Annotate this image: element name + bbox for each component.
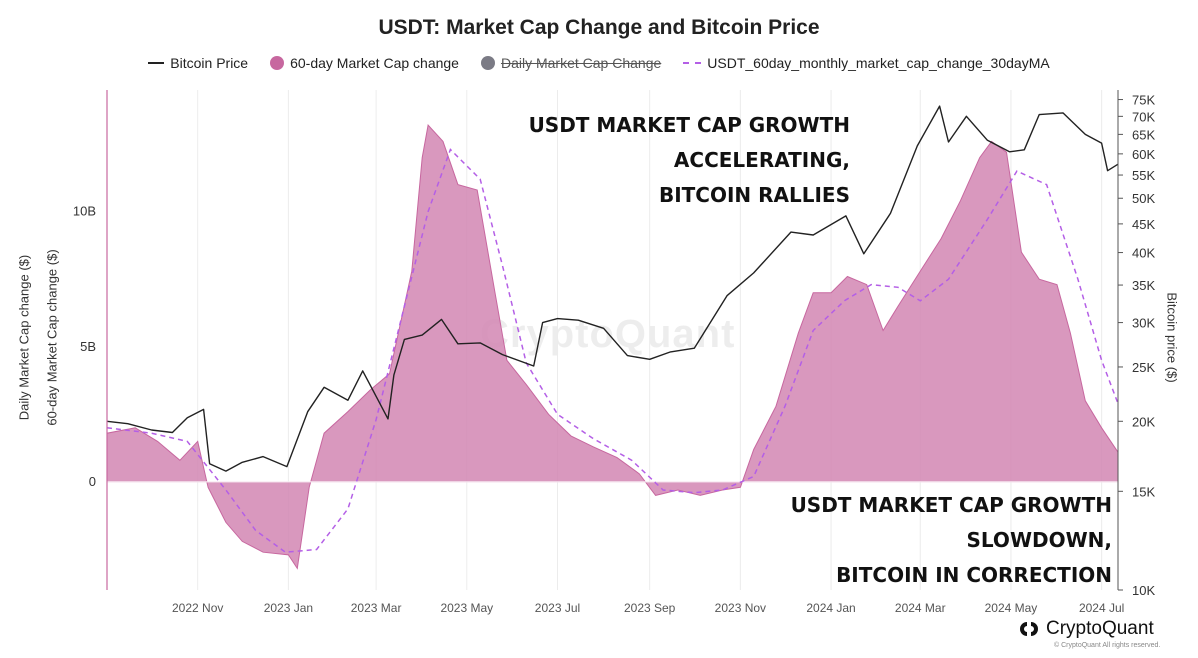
x-tick-label: 2024 Jan xyxy=(806,601,855,615)
legend-dot-swatch xyxy=(270,56,285,70)
legend-dash-swatch xyxy=(683,62,702,64)
x-tick-label: 2023 Nov xyxy=(715,601,766,615)
legend-item-bitcoin-price[interactable]: Bitcoin Price xyxy=(148,55,248,71)
y-right-tick-label: 45K xyxy=(1132,217,1155,232)
x-tick-label: 2024 May xyxy=(985,601,1038,615)
x-tick-label: 2023 Jan xyxy=(264,601,313,615)
y-right-tick-label: 75K xyxy=(1132,93,1155,108)
y-right-tick-label: 50K xyxy=(1132,191,1155,206)
x-tick-label: 2023 Mar xyxy=(351,601,402,615)
legend-item-daily-mcap[interactable]: Daily Market Cap Change xyxy=(480,55,662,71)
bitcoin-price-line xyxy=(106,105,1119,472)
annotation-top: USDT MARKET CAP GROWTH ACCELERATING, BIT… xyxy=(460,108,850,213)
y-right-tick-label: 65K xyxy=(1132,127,1155,142)
y-right-tick-label: 35K xyxy=(1132,278,1155,293)
annotation-line: ACCELERATING, xyxy=(673,148,850,172)
brand-logo: CryptoQuant xyxy=(1018,618,1154,640)
annotation-line: USDT MARKET CAP GROWTH xyxy=(790,493,1112,517)
legend-label: 60-day Market Cap change xyxy=(290,55,459,71)
legend-item-ma[interactable]: USDT_60day_monthly_market_cap_change_30d… xyxy=(683,55,1050,71)
y-right-tick-label: 30K xyxy=(1132,316,1155,331)
y-right-tick-label: 25K xyxy=(1132,360,1155,375)
y-right-tick-label: 60K xyxy=(1132,147,1155,162)
x-tick-label: 2022 Nov xyxy=(172,601,223,615)
annotation-bottom: USDT MARKET CAP GROWTH SLOWDOWN, BITCOIN… xyxy=(720,488,1112,593)
legend-label: Daily Market Cap Change xyxy=(500,55,662,71)
legend-dot-swatch xyxy=(480,56,495,70)
annotation-line: BITCOIN IN CORRECTION xyxy=(836,563,1112,587)
y-right-tick-label: 20K xyxy=(1132,414,1155,429)
y-right-tick-label: 40K xyxy=(1132,246,1155,261)
x-tick-label: 2023 May xyxy=(440,601,493,615)
brand-name: CryptoQuant xyxy=(1046,618,1154,639)
brand-copyright: © CryptoQuant All rights reserved. xyxy=(1054,642,1161,649)
x-tick-label: 2023 Jul xyxy=(535,601,580,615)
x-tick-label: 2023 Sep xyxy=(624,601,676,615)
x-tick-label: 2024 Mar xyxy=(895,601,946,615)
legend-label: Bitcoin Price xyxy=(170,55,249,71)
legend-item-60day-mcap[interactable]: 60-day Market Cap change xyxy=(270,55,459,71)
y-right-tick-label: 10K xyxy=(1132,583,1155,598)
y-left-tick-label: 0 xyxy=(89,474,96,489)
y-right-tick-label: 15K xyxy=(1132,484,1155,499)
chart-title: USDT: Market Cap Change and Bitcoin Pric… xyxy=(378,16,820,39)
cryptoquant-logo-icon xyxy=(1020,622,1038,636)
y-left-tick-label: 10B xyxy=(73,204,96,219)
ma-line xyxy=(106,148,1119,553)
y-right-tick-label: 70K xyxy=(1132,109,1155,124)
legend: Bitcoin Price 60-day Market Cap change D… xyxy=(0,55,1198,71)
y-left-tick-label: 5B xyxy=(80,339,96,354)
annotation-line: SLOWDOWN, xyxy=(966,528,1113,552)
legend-line-swatch xyxy=(148,62,165,64)
legend-label: USDT_60day_monthly_market_cap_change_30d… xyxy=(707,55,1050,71)
x-tick-label: 2024 Jul xyxy=(1079,601,1124,615)
y-right-tick-label: 55K xyxy=(1132,168,1155,183)
annotation-line: USDT MARKET CAP GROWTH xyxy=(528,113,850,137)
annotation-line: BITCOIN RALLIES xyxy=(658,183,850,207)
